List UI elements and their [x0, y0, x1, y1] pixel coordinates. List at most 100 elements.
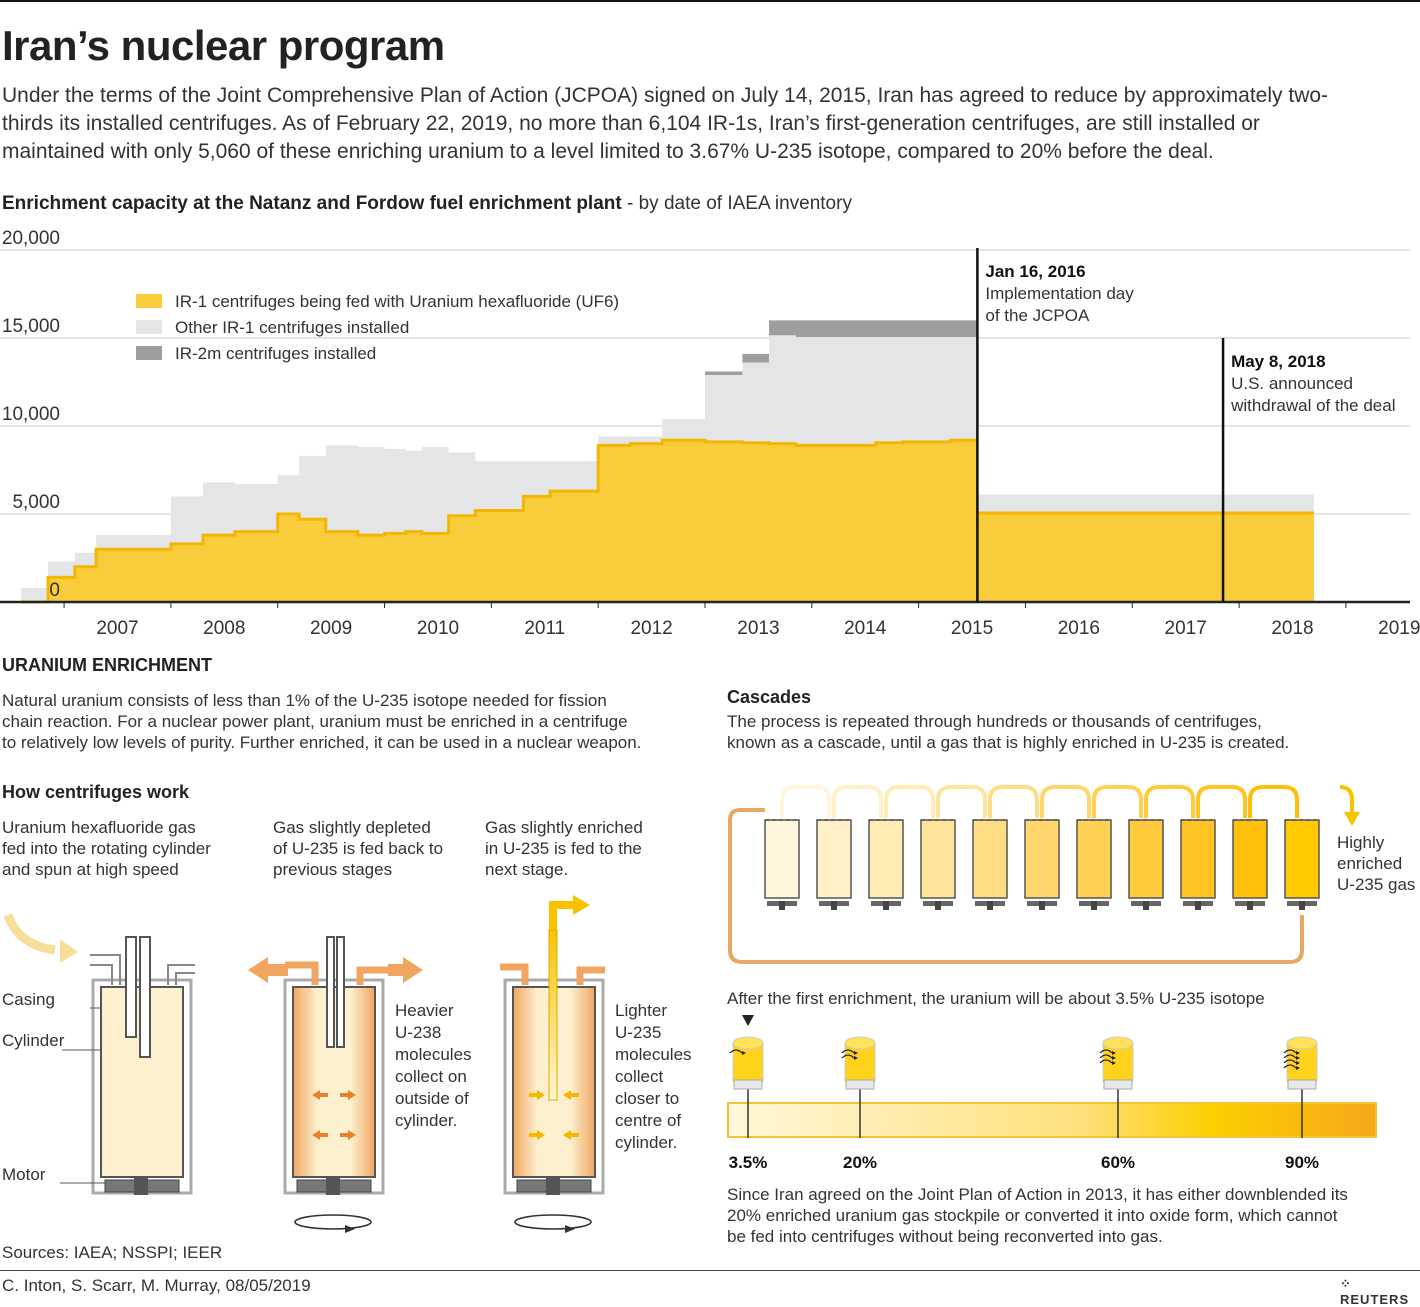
cascade-cylinder-icon [1128, 819, 1164, 899]
enrichment-scale: 3.5% 20% 60% 90% [727, 1015, 1377, 1172]
cascade-pipe [884, 785, 935, 818]
rotation-icon [294, 1214, 372, 1230]
caption-line: Uranium hexafluoride gas [2, 818, 196, 837]
cascade-shaft [1299, 901, 1305, 910]
output-label-line: U-235 gas [1337, 875, 1416, 894]
series-fed-ir1-area [21, 440, 978, 602]
cascade-cylinder-icon [1076, 819, 1112, 899]
level-label: 60% [1101, 1153, 1135, 1172]
chart-heading: Enrichment capacity at the Natanz and Fo… [2, 193, 852, 215]
x-tick-label: 2018 [1271, 618, 1313, 639]
level-cylinder-top [732, 1036, 764, 1050]
spin-arrowhead [1296, 1061, 1300, 1065]
spin-arrowhead [1112, 1051, 1116, 1055]
inward-arrows-icon [529, 1090, 579, 1140]
cascades-text: The process is repeated through hundreds… [727, 711, 1289, 753]
level-cylinder-top [1102, 1036, 1134, 1050]
uranium-text-line: to relatively low levels of purity. Furt… [2, 733, 642, 752]
uranium-text-line: chain reaction. For a nuclear power plan… [2, 712, 628, 731]
y-tick-label: 10,000 [2, 404, 60, 425]
data-areas [21, 320, 1314, 604]
cascades-heading: Cascades [727, 687, 812, 707]
level-label: 20% [843, 1153, 877, 1172]
closing-line: be fed into centrifuges without being re… [727, 1227, 1163, 1246]
heavier-line: outside of [395, 1089, 469, 1108]
heavier-line: molecules [395, 1045, 472, 1064]
output-arrow-icon [1344, 812, 1360, 826]
intro-text: Under the terms of the Joint Comprehensi… [2, 84, 1329, 163]
heavier-line: collect on [395, 1067, 467, 1086]
spin-arrow-icon [841, 1049, 855, 1054]
spin-arrow-icon [729, 1049, 743, 1054]
centrifuges-heading: How centrifuges work [2, 782, 190, 802]
cascade-shaft [1039, 901, 1045, 910]
cascade-cylinder-icon [1284, 819, 1320, 899]
cascade-shaft [987, 901, 993, 910]
cascade-pipe [1040, 785, 1091, 818]
heavier-line: U-238 [395, 1023, 442, 1042]
cascades-text-line: known as a cascade, until a gas that is … [727, 733, 1290, 752]
cascade-shaft [1247, 901, 1253, 910]
feed-pipe-icon [125, 936, 137, 1038]
spin-arrow-icon [1099, 1059, 1113, 1064]
post-deal-other-area [977, 494, 1314, 513]
series-other-ir1-area [21, 335, 978, 602]
x-tick-label: 2019 [1378, 618, 1420, 639]
level-cylinder-icon [844, 1042, 876, 1082]
cascade-cylinder-icon [972, 819, 1008, 899]
level-base-icon [733, 1079, 763, 1090]
level-cylinder-top [1286, 1036, 1318, 1050]
output-label-line: enriched [1337, 854, 1403, 873]
post-deal-fed-area [977, 512, 1314, 602]
annotation-date: May 8, 2018 [1231, 352, 1326, 371]
uranium-heading: URANIUM ENRICHMENT [2, 655, 212, 675]
spin-arrow-icon [1283, 1049, 1297, 1054]
caption-line: previous stages [273, 860, 393, 879]
lighter-line: closer to [615, 1089, 680, 1108]
spin-arrow-icon [1283, 1059, 1297, 1064]
x-tick-label: 2009 [310, 618, 352, 639]
cascade-cylinder-icon [816, 819, 852, 899]
annotation-text: U.S. announced [1231, 374, 1353, 393]
spin-arrowhead [1296, 1056, 1300, 1060]
cascade-cylinder-icon [920, 819, 956, 899]
cascade-shaft [935, 901, 941, 910]
closing-line: Since Iran agreed on the Joint Plan of A… [727, 1185, 1348, 1204]
x-tick-label: 2008 [203, 618, 245, 639]
cascade-pipe [1248, 785, 1299, 818]
legend-label: IR-1 centrifuges being fed with Uranium … [175, 292, 619, 311]
x-tick-label: 2013 [737, 618, 779, 639]
cascade-pipe [1196, 785, 1247, 818]
cascade-cylinder-icon [1232, 819, 1268, 899]
legend: IR-1 centrifuges being fed with Uranium … [136, 292, 619, 363]
cascade-shaft [831, 901, 837, 910]
cascades-text-line: The process is repeated through hundreds… [727, 712, 1262, 731]
heavier-line: Heavier [395, 1001, 454, 1020]
caption-2: Gas slightly depleted of U-235 is fed ba… [273, 817, 443, 880]
y-tick-label: 20,000 [2, 228, 60, 249]
feed-arrow-icon [3, 913, 56, 955]
level-base-icon [1103, 1079, 1133, 1090]
x-tick-labels: 2007 2008 2009 2010 2011 2012 2013 2014 2015 2016… [96, 618, 1420, 639]
spin-arrowhead [1112, 1056, 1116, 1060]
annotations: Jan 16, 2016 Implementation day of the JCP… [976, 248, 1396, 602]
lighter-line: cylinder. [615, 1133, 678, 1152]
chart-heading-bold: Enrichment capacity at the Natanz and Fo… [2, 193, 622, 214]
enrichment-chart: 0 5,000 10,000 15,000 20,000 2007 2008 2009 201… [0, 228, 1420, 639]
spin-arrowhead [1112, 1061, 1116, 1065]
cascade-pipe [1092, 785, 1143, 818]
centrifuge-3 [500, 895, 605, 1233]
x-tick-label: 2014 [844, 618, 887, 639]
rotation-icon [514, 1214, 592, 1230]
lighter-line: Lighter [615, 1001, 667, 1020]
heavier-line: cylinder. [395, 1111, 458, 1130]
closing-text: Since Iran agreed on the Joint Plan of A… [727, 1184, 1348, 1247]
lighter-line: centre of [615, 1111, 682, 1130]
caption-line: fed into the rotating cylinder [2, 839, 211, 858]
x-tick-label: 2015 [951, 618, 993, 639]
caption-line: next stage. [485, 860, 569, 879]
cascade-cylinder-icon [1180, 819, 1216, 899]
lighter-line: U-235 [615, 1023, 662, 1042]
return-pipe-icon [728, 808, 1304, 964]
y-tick-label: 5,000 [12, 492, 60, 513]
